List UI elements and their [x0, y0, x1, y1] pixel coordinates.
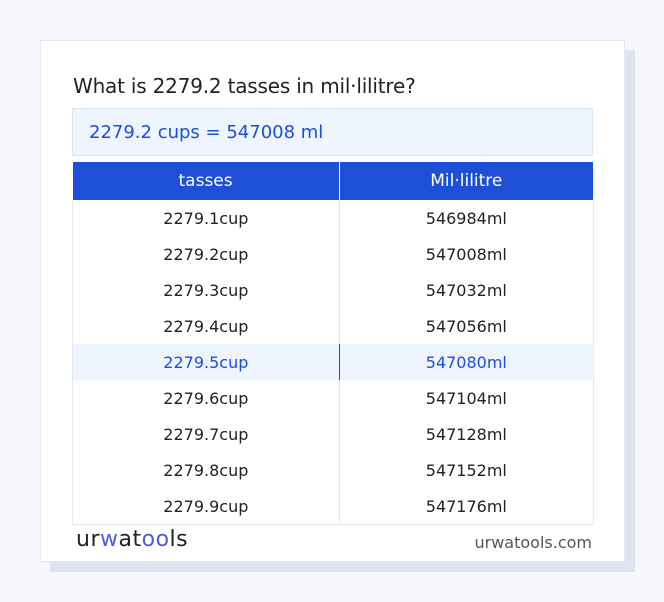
millilitre-cell: 547152ml	[338, 452, 595, 488]
millilitre-cell: 546984ml	[338, 200, 595, 236]
tasses-cell: 2279.4cup	[72, 308, 340, 344]
conversion-card: What is 2279.2 tasses in mil·lilitre? 22…	[40, 40, 625, 562]
millilitre-cell: 547008ml	[338, 236, 595, 272]
site-url[interactable]: urwatools.com	[474, 533, 593, 552]
tasses-cell: 2279.5cup	[72, 344, 340, 380]
millilitre-cell: 547032ml	[338, 272, 595, 308]
millilitre-cell: 547176ml	[338, 488, 595, 525]
conversion-table: tasses Mil·lilitre 2279.1cup 546984ml 2279…	[72, 162, 595, 525]
table-row: 2279.4cup 547056ml	[72, 308, 595, 344]
conversion-result: 2279.2 cups = 547008 ml	[72, 108, 593, 156]
table-row: 2279.1cup 546984ml	[72, 200, 595, 236]
millilitre-cell: 547104ml	[338, 380, 595, 416]
millilitre-cell: 547080ml	[338, 344, 595, 380]
table-row: 2279.5cup 547080ml	[72, 344, 595, 380]
urwatools-logo[interactable]: urwatools	[76, 527, 189, 552]
tasses-cell: 2279.6cup	[72, 380, 340, 416]
table-row: 2279.2cup 547008ml	[72, 236, 595, 272]
millilitre-cell: 547128ml	[338, 416, 595, 452]
millilitre-cell: 547056ml	[338, 308, 595, 344]
table-row: 2279.9cup 547176ml	[72, 488, 595, 525]
column-header-tasses: tasses	[72, 162, 340, 200]
table-row: 2279.8cup 547152ml	[72, 452, 595, 488]
tasses-cell: 2279.8cup	[72, 452, 340, 488]
table-row: 2279.6cup 547104ml	[72, 380, 595, 416]
tasses-cell: 2279.3cup	[72, 272, 340, 308]
tasses-cell: 2279.1cup	[72, 200, 340, 236]
table-row: 2279.7cup 547128ml	[72, 416, 595, 452]
column-header-millilitre: Mil·lilitre	[339, 162, 595, 200]
tasses-cell: 2279.7cup	[72, 416, 340, 452]
tasses-cell: 2279.2cup	[72, 236, 340, 272]
page-title: What is 2279.2 tasses in mil·lilitre?	[73, 74, 416, 98]
table-row: 2279.3cup 547032ml	[72, 272, 595, 308]
tasses-cell: 2279.9cup	[72, 488, 340, 525]
